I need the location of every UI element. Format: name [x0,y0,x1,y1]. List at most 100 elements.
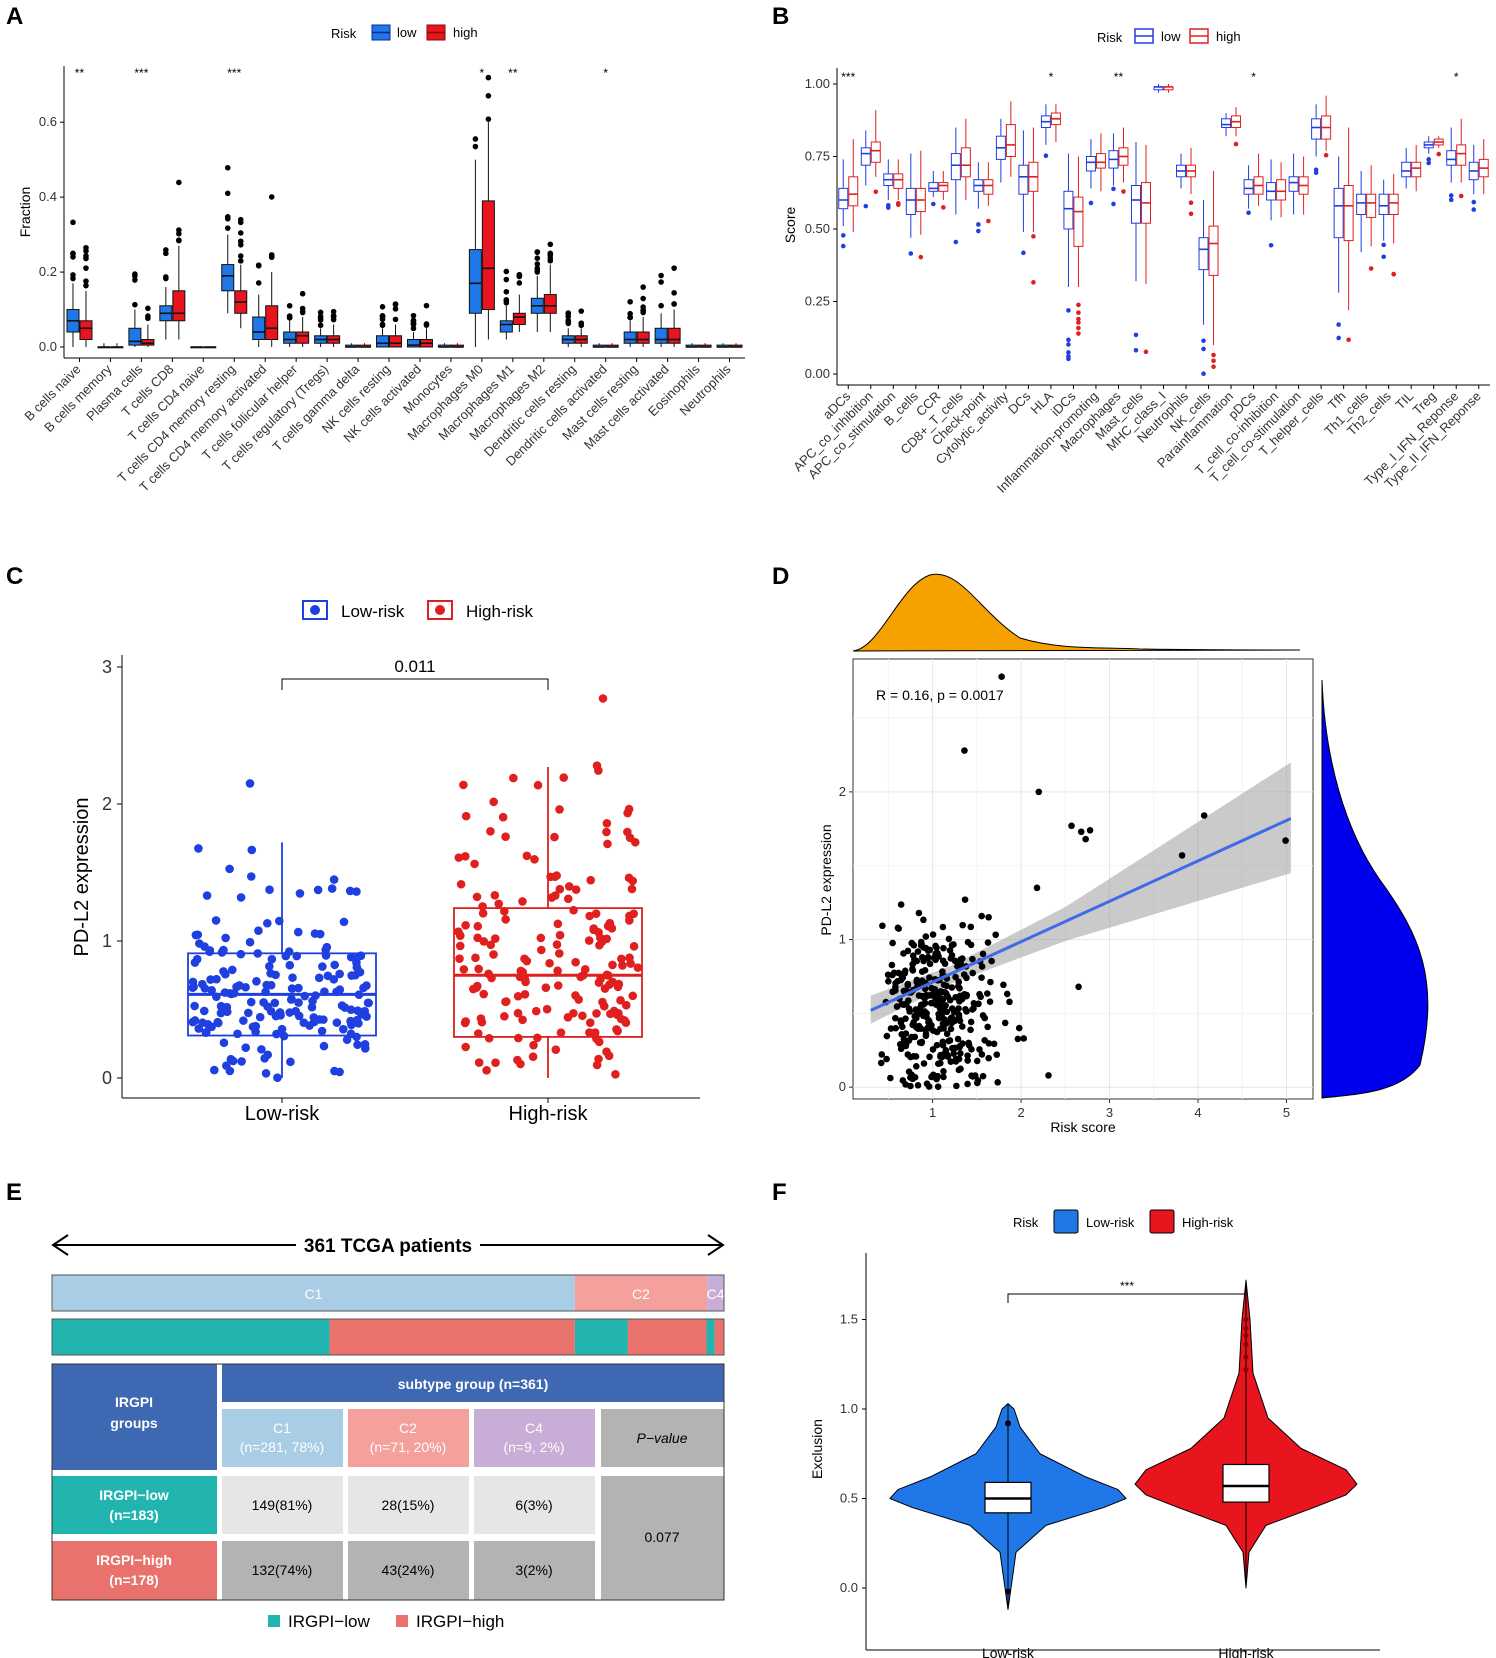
data-point [501,997,511,1006]
data-point [918,940,925,948]
legend-title: Risk [331,26,357,41]
outlier-point [423,302,430,309]
outlier-point [485,116,492,122]
data-point [245,937,255,947]
data-point [595,933,605,943]
data-point [486,827,495,836]
box-body [453,907,643,1038]
data-point [489,797,498,807]
outlier-point [245,779,255,788]
outlier-point [1243,1317,1249,1322]
data-point [461,1042,470,1052]
data-point [236,893,246,902]
subtype-table: IRGPI groups subtype group (n=361) C1 (n… [51,1363,725,1601]
legend-label-high: IRGPI−high [416,1612,504,1631]
box-body [1288,176,1299,192]
outlier-point [640,284,646,290]
data-point [955,1005,962,1012]
y-tick-label: 0.5 [840,1491,858,1506]
data-point [928,1021,935,1029]
outlier-point [1178,852,1186,859]
subtype-label: C1 [304,1286,322,1302]
data-point [246,997,256,1007]
table-cell [348,1476,469,1534]
box-body [1073,196,1084,247]
outlier-point [1133,332,1139,338]
subtype-segment [707,1275,724,1311]
data-point [461,1017,470,1026]
data-point [474,1058,484,1067]
data-point [310,929,320,938]
cell-high-c1: 132(74%) [252,1562,313,1578]
outlier-point [1268,242,1274,248]
outlier-point [485,74,492,81]
outlier-point [1282,837,1289,844]
data-point [984,1023,991,1031]
outlier-point [908,251,914,256]
data-point [887,1074,894,1082]
outlier-point [534,265,541,271]
box-body [406,339,420,348]
data-point [500,1012,509,1021]
data-point [461,811,471,821]
data-point [571,885,581,894]
data-point [518,897,527,906]
outlier-point [1076,331,1081,336]
data-point [207,985,216,995]
data-point [905,1037,913,1044]
y-tick-label: 0.6 [39,114,57,129]
outlier-point [1211,352,1216,358]
data-point [608,960,617,970]
outlier-point [1381,254,1386,260]
data-point [918,1001,925,1009]
data-point [363,998,373,1008]
data-point [490,891,500,900]
outlier-point [1066,356,1071,362]
outlier-point [1323,152,1329,158]
box-body [172,290,186,322]
y-tick-label: 0.2 [39,264,57,279]
data-point [928,1073,935,1081]
box-body [1085,156,1096,172]
outlier-point [1211,358,1216,364]
outlier-point [70,219,76,226]
box-body [893,173,904,189]
data-point [948,941,956,949]
col-count-c4: (n=9, 2%) [503,1439,564,1455]
x-tick-label: High-risk [1218,1645,1274,1658]
data-point [520,954,529,964]
data-point [226,1054,236,1064]
outlier-point [516,273,523,279]
outlier-point [1448,193,1454,198]
outlier-point [485,93,492,99]
significance-mark: * [603,66,608,80]
data-point [455,941,465,951]
panel-e-legend: IRGPI−low IRGPI−high [268,1612,504,1631]
data-point [520,990,530,999]
panel-c-legend: Low-risk High-risk [302,600,534,621]
data-point [263,1002,273,1011]
data-point [286,1057,295,1067]
data-point [943,1051,951,1059]
data-point [590,1028,600,1037]
data-point [330,960,339,970]
data-point [914,1082,922,1089]
data-point [318,962,327,971]
data-point [945,935,953,943]
box-body [221,264,235,292]
data-point [609,1006,619,1016]
outlier-point [1233,141,1239,147]
significance-mark: *** [134,66,148,80]
data-point [479,989,489,999]
data-point [618,961,627,970]
data-point [988,957,995,965]
data-point [909,952,917,960]
data-point [922,933,930,940]
outlier-point [953,239,959,245]
data-point [621,1000,631,1010]
outlier-point [268,194,275,200]
data-point [190,1016,200,1025]
row-header-line2: groups [110,1415,158,1431]
significance-mark: ** [508,66,518,80]
outlier-point [83,253,89,259]
